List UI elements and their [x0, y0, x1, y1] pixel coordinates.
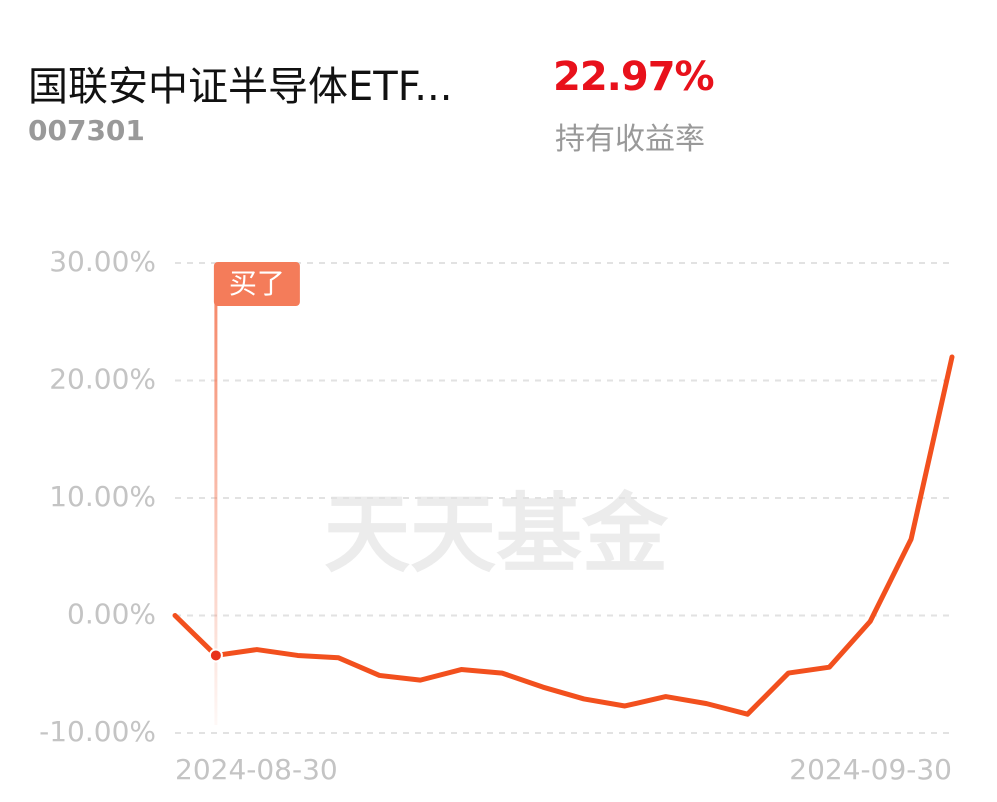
line-series: [172, 354, 955, 717]
y-tick-label: 10.00%: [49, 480, 156, 513]
y-tick-label: 0.00%: [67, 598, 156, 631]
y-tick-label: 30.00%: [49, 245, 156, 278]
return-label: 持有收益率: [555, 122, 705, 157]
x-tick-label: 2024-09-30: [789, 753, 952, 786]
y-tick-label: 20.00%: [49, 363, 156, 396]
marker-flag: [213, 262, 300, 306]
fund-code: 007301: [28, 114, 145, 147]
fund-name: 国联安中证半导体ETF...: [28, 64, 453, 110]
watermark: 天天基金: [324, 484, 669, 584]
x-tick-label: 2024-08-30: [175, 753, 338, 786]
marker-label: 买了: [229, 267, 285, 300]
return-value: 22.97%: [553, 54, 715, 100]
y-tick-label: -10.00%: [39, 715, 156, 748]
buy-point: [208, 648, 223, 663]
marker-line: [214, 300, 218, 725]
